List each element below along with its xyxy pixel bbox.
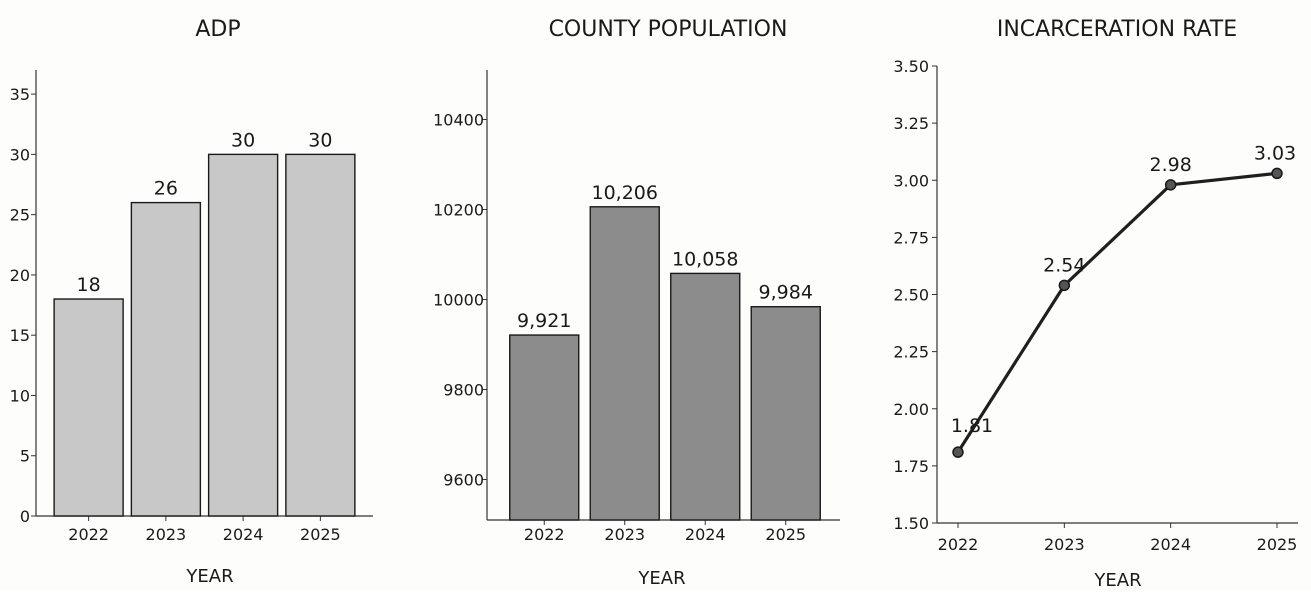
chart-1-bar bbox=[130, 201, 202, 517]
chart-1-data-label: 26 bbox=[154, 178, 178, 200]
chart-2-y-tick-label: 9600 bbox=[443, 471, 484, 490]
chart-3-y-tick-label: 2.00 bbox=[893, 400, 929, 419]
chart-3-point bbox=[1164, 179, 1177, 191]
chart-2-data-label: 9,921 bbox=[517, 310, 571, 332]
chart-3-y-tick-label: 2.25 bbox=[893, 343, 929, 362]
chart-1-y-tick-label: 0 bbox=[20, 507, 30, 526]
chart-2-y-tick-label: 10200 bbox=[433, 201, 484, 220]
chart-3-point bbox=[952, 446, 964, 458]
chart-3-x-tick-label: 2022 bbox=[938, 535, 979, 554]
chart-1-y-tick-label: 5 bbox=[20, 447, 30, 466]
chart-3-y-tick-label: 3.25 bbox=[893, 114, 929, 133]
chart-3-data-label: 2.98 bbox=[1150, 154, 1192, 176]
chart-3-data-label: 3.03 bbox=[1254, 142, 1296, 164]
chart-2-data-label: 9,984 bbox=[759, 282, 813, 304]
chart-1-y-tick-label: 30 bbox=[10, 145, 30, 164]
chart-2-data-label: 10,058 bbox=[672, 248, 738, 270]
chart-1-x-tick-label: 2023 bbox=[146, 525, 187, 544]
chart-1-data-label: 30 bbox=[231, 129, 255, 151]
chart-1-bar bbox=[207, 153, 279, 517]
chart-1-data-label: 30 bbox=[308, 129, 332, 151]
chart-3-data-label: 2.54 bbox=[1043, 254, 1085, 276]
chart-2-x-axis-label: YEAR bbox=[637, 568, 685, 589]
chart-3-y-tick-label: 1.50 bbox=[893, 514, 929, 533]
chart-3-y-tick-label: 2.50 bbox=[893, 286, 929, 305]
chart-1-x-tick-label: 2025 bbox=[300, 525, 341, 544]
chart-1-bar bbox=[53, 298, 124, 517]
chart-2-title: COUNTY POPULATION bbox=[549, 17, 788, 42]
chart-1-y-tick-label: 20 bbox=[10, 266, 30, 285]
chart-1-bar bbox=[285, 153, 356, 517]
chart-2-x-tick-label: 2024 bbox=[685, 525, 726, 544]
chart-3-y-tick-label: 1.75 bbox=[893, 457, 929, 476]
chart-2-y-tick-label: 10000 bbox=[433, 291, 484, 310]
chart-1-x-tick-label: 2024 bbox=[223, 525, 264, 544]
chart-3-x-tick-label: 2024 bbox=[1150, 535, 1191, 554]
chart-1-title: ADP bbox=[195, 17, 240, 42]
chart-2-bar bbox=[670, 272, 741, 521]
chart-1-data-label: 18 bbox=[77, 274, 101, 296]
chart-1-y-tick-label: 25 bbox=[10, 206, 30, 225]
chart-2-y-tick-label: 9800 bbox=[443, 381, 484, 400]
chart-2-x-tick-label: 2025 bbox=[765, 525, 806, 544]
chart-3-title: INCARCERATION RATE bbox=[997, 17, 1237, 42]
chart-3-x-tick-label: 2025 bbox=[1257, 535, 1298, 554]
chart-2-y-tick-label: 10400 bbox=[433, 111, 484, 130]
chart-1-y-tick-label: 10 bbox=[10, 386, 30, 405]
chart-3-x-axis-label: YEAR bbox=[1093, 570, 1141, 591]
chart-1-x-tick-label: 2022 bbox=[68, 525, 109, 544]
chart-1-x-axis-label: YEAR bbox=[185, 566, 233, 587]
chart-3-y-tick-label: 3.50 bbox=[893, 57, 929, 76]
chart-2-data-label: 10,206 bbox=[592, 182, 658, 204]
chart-2-bar bbox=[589, 206, 660, 521]
chart-3-x-tick-label: 2023 bbox=[1044, 535, 1085, 554]
chart-2-bar bbox=[509, 334, 580, 521]
chart-3-point bbox=[1271, 167, 1283, 180]
chart-2-bar bbox=[750, 306, 821, 521]
chart-1-y-tick-label: 35 bbox=[10, 85, 30, 104]
chart-3-y-tick-label: 3.00 bbox=[893, 171, 929, 190]
chart-2-x-tick-label: 2022 bbox=[524, 525, 565, 544]
chart-3-data-label: 1.81 bbox=[951, 415, 993, 437]
chart-3-series-line bbox=[956, 171, 1278, 454]
chart-3-y-tick-label: 2.75 bbox=[893, 228, 929, 247]
chart-3-point bbox=[1058, 279, 1071, 292]
chart-1-y-tick-label: 15 bbox=[10, 326, 30, 345]
chart-2-x-tick-label: 2023 bbox=[604, 525, 645, 544]
